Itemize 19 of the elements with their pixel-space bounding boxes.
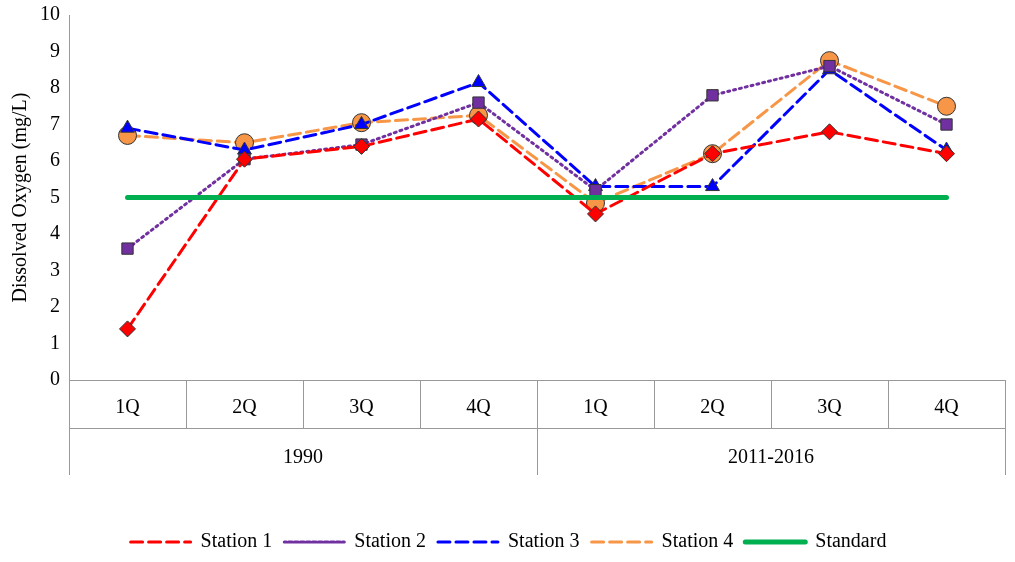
legend-label: Station 4 bbox=[661, 529, 734, 552]
legend-label: Station 1 bbox=[200, 529, 273, 552]
y-tick-label: 5 bbox=[50, 184, 60, 207]
y-tick-label: 10 bbox=[40, 2, 60, 25]
y-axis-title: Dissolved Oxygen (mg/L) bbox=[8, 92, 32, 303]
y-tick-label: 6 bbox=[50, 148, 60, 171]
y-tick-label: 8 bbox=[50, 75, 60, 98]
legend-label: Station 3 bbox=[507, 529, 580, 552]
legend-label: Standard bbox=[815, 529, 887, 552]
legend-label: Station 2 bbox=[354, 529, 426, 552]
y-tick-label: 1 bbox=[50, 330, 60, 353]
text: 2011-2016 bbox=[728, 445, 814, 468]
y-tick-label: 3 bbox=[50, 257, 60, 280]
y-tick-label: 4 bbox=[50, 221, 60, 244]
y-tick-label: 2 bbox=[50, 294, 60, 317]
y-tick-label: 9 bbox=[50, 38, 60, 61]
y-tick-label: 7 bbox=[50, 111, 60, 134]
y-tick-label: 0 bbox=[50, 367, 60, 390]
text: 1990 bbox=[283, 445, 323, 468]
